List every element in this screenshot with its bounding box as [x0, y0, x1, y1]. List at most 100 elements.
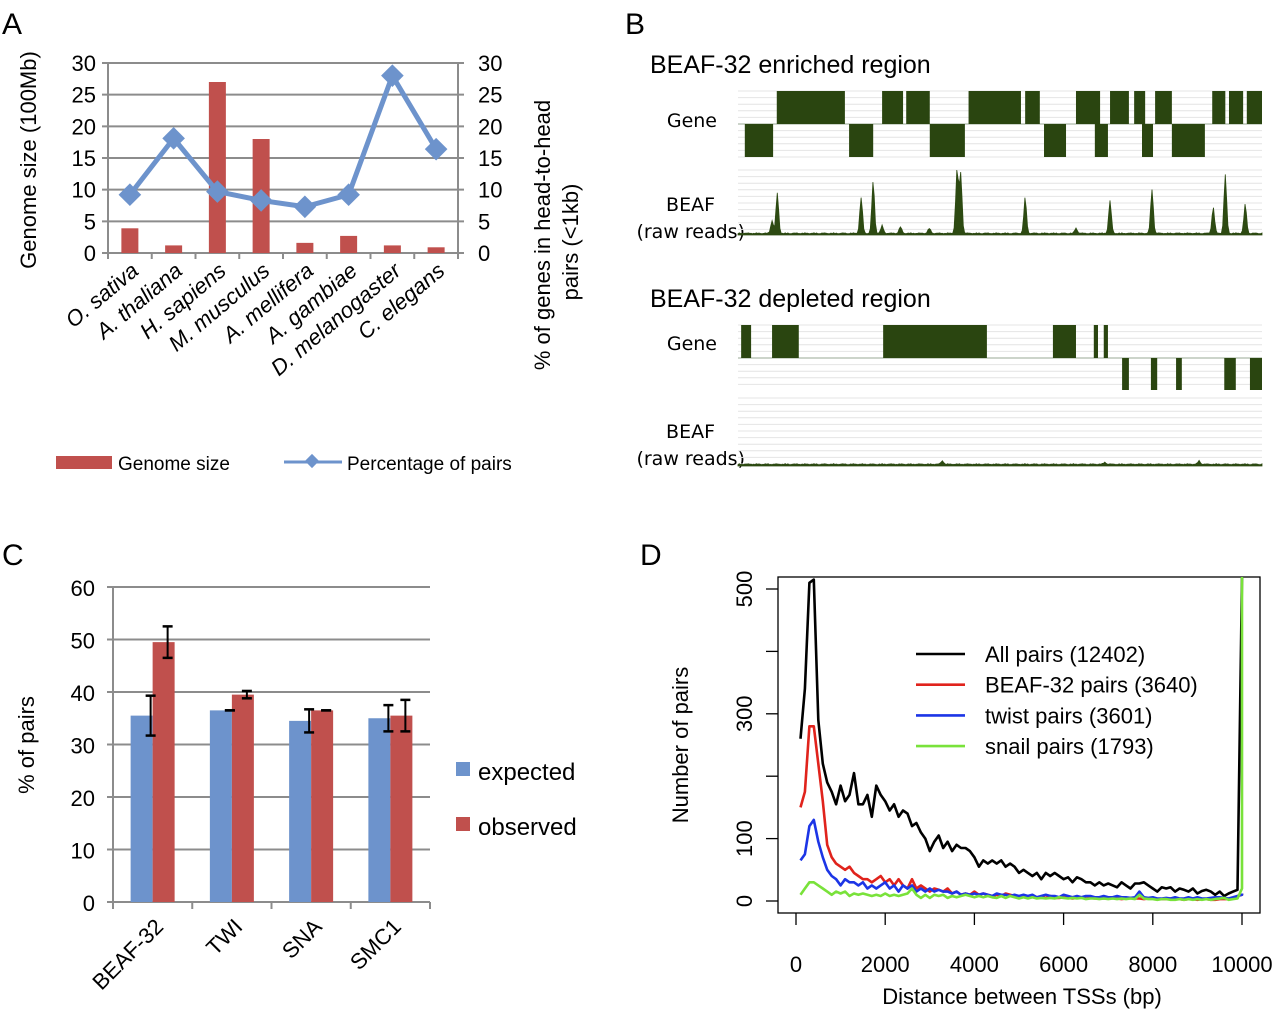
panel-d-chart: 0 2000 4000 6000 8000 10000 0 100 300 500 Distan… [668, 571, 1273, 1009]
gene-block-plus-strand [1212, 91, 1226, 124]
depleted-gene-blocks [741, 325, 1262, 390]
x-tick-label: 6000 [1039, 952, 1088, 977]
legend-genome-size-label: Genome size [118, 454, 230, 475]
depleted-track-gridlines [738, 324, 1262, 465]
right-tick-label: 15 [478, 146, 502, 171]
panel-d-x-ticks: 0 2000 4000 6000 8000 10000 [790, 913, 1273, 977]
panel-d-y-axis-title: Number of pairs [668, 667, 693, 824]
category-label: SMC1 [345, 914, 406, 975]
gene-block-plus-strand [1228, 91, 1244, 124]
gene-block-plus-strand [772, 325, 799, 358]
left-tick-label: 10 [72, 178, 96, 203]
bar-genome-size [208, 82, 226, 253]
bar-observed [152, 642, 175, 902]
gene-block-plus-strand [883, 325, 987, 358]
legend-label: All pairs (12402) [985, 642, 1145, 667]
legend-genome-size-swatch [56, 456, 112, 469]
bar-genome-size [383, 245, 401, 253]
x-tick-label: 8000 [1128, 952, 1177, 977]
gene-block-plus-strand [741, 325, 752, 358]
gene-block-minus-strand [1224, 358, 1236, 390]
y-tick-label: 500 [732, 571, 757, 608]
bar-genome-size [165, 245, 183, 253]
depleted-signal-label-2: (raw reads) [636, 448, 745, 470]
gene-block-minus-strand [1171, 124, 1205, 157]
gene-block-minus-strand [1044, 124, 1067, 157]
right-tick-label: 5 [478, 209, 490, 234]
y-tick-label: 20 [71, 786, 95, 811]
panel-a-right-axis-title-line2: pairs (<1kb) [558, 184, 583, 301]
enriched-beaf-signal [737, 169, 1263, 236]
panel-letter-a: A [2, 8, 22, 41]
x-tick-label: 2000 [861, 952, 910, 977]
panel-c-bars [130, 642, 413, 902]
panel-d-plot-box [777, 576, 1261, 914]
category-label: BEAF-32 [87, 914, 168, 995]
left-tick-label: 15 [72, 146, 96, 171]
legend-expected-label: expected [478, 759, 575, 786]
bar-observed [311, 710, 334, 902]
panel-d-y-ticks: 0 100 300 500 [732, 571, 778, 907]
legend-percentage-marker [304, 453, 320, 469]
category-label: SNA [277, 914, 327, 964]
legend-observed-label: observed [478, 814, 577, 841]
panel-a-legend: Genome size Percentage of pairs [56, 453, 512, 475]
depleted-gene-track-label: Gene [667, 333, 717, 355]
y-tick-label: 0 [83, 891, 95, 916]
panel-c-y-axis-title: % of pairs [14, 696, 39, 794]
depleted-beaf-signal [737, 459, 1263, 467]
gene-block-plus-strand [1075, 91, 1101, 124]
legend-expected-swatch [456, 762, 470, 776]
gene-block-plus-strand [1025, 91, 1040, 124]
panel-b-genome-tracks: BEAF-32 enriched region Gene BEAF (raw r… [636, 51, 1263, 470]
x-tick-label: 4000 [950, 952, 999, 977]
depleted-region-title: BEAF-32 depleted region [650, 285, 931, 313]
bar-genome-size [427, 247, 445, 253]
y-tick-label: 30 [71, 734, 95, 759]
left-tick-label: 30 [72, 51, 96, 76]
panel-c-chart: 0 10 20 30 40 50 60 BEAF-32 TWI SNA SMC1 % of pai… [14, 576, 577, 995]
panel-c-error-bars [145, 625, 411, 737]
legend-label: snail pairs (1793) [985, 734, 1154, 759]
gene-block-minus-strand [1094, 124, 1108, 157]
series-line [799, 577, 1244, 902]
panel-a-left-tick-labels: 0 5 10 15 20 25 30 [72, 51, 96, 266]
panel-c-tick-labels: 0 10 20 30 40 50 60 [71, 576, 95, 916]
enriched-signal-label-2: (raw reads) [636, 221, 745, 243]
panel-c-legend: expected observed [456, 759, 577, 841]
y-tick-label: 300 [732, 695, 757, 732]
gene-block-minus-strand [1150, 358, 1158, 390]
line-percentage-of-pairs [127, 73, 439, 210]
left-tick-label: 25 [72, 83, 96, 108]
y-tick-label: 0 [732, 895, 757, 907]
y-tick-label: 10 [71, 839, 95, 864]
panel-a-line-series [118, 64, 448, 219]
legend-label: twist pairs (3601) [985, 703, 1153, 728]
enriched-region-title: BEAF-32 enriched region [650, 51, 931, 79]
gene-block-plus-strand [1052, 325, 1076, 358]
gene-block-plus-strand [1093, 325, 1098, 358]
panel-c-axes [112, 587, 431, 909]
point-percentage-of-pairs [381, 64, 404, 87]
y-tick-label: 60 [71, 576, 95, 601]
bar-genome-size [296, 242, 314, 253]
y-tick-label: 40 [71, 681, 95, 706]
gene-block-plus-strand [1155, 91, 1172, 124]
gene-block-minus-strand [929, 124, 965, 157]
y-tick-label: 100 [732, 820, 757, 857]
panel-letter-d: D [640, 539, 662, 572]
legend-observed-swatch [456, 817, 470, 831]
gene-block-plus-strand [1110, 91, 1129, 124]
gene-block-plus-strand [906, 91, 930, 124]
series-line [799, 576, 1244, 898]
legend-percentage-label: Percentage of pairs [347, 454, 512, 475]
gene-block-plus-strand [1246, 91, 1262, 124]
gene-block-plus-strand [1103, 325, 1108, 358]
left-tick-label: 20 [72, 114, 96, 139]
gene-block-minus-strand [1176, 358, 1182, 390]
gene-block-minus-strand [1249, 358, 1262, 390]
bar-expected [130, 715, 153, 902]
point-percentage-of-pairs [293, 195, 317, 219]
enriched-signal-label-1: BEAF [666, 194, 715, 216]
